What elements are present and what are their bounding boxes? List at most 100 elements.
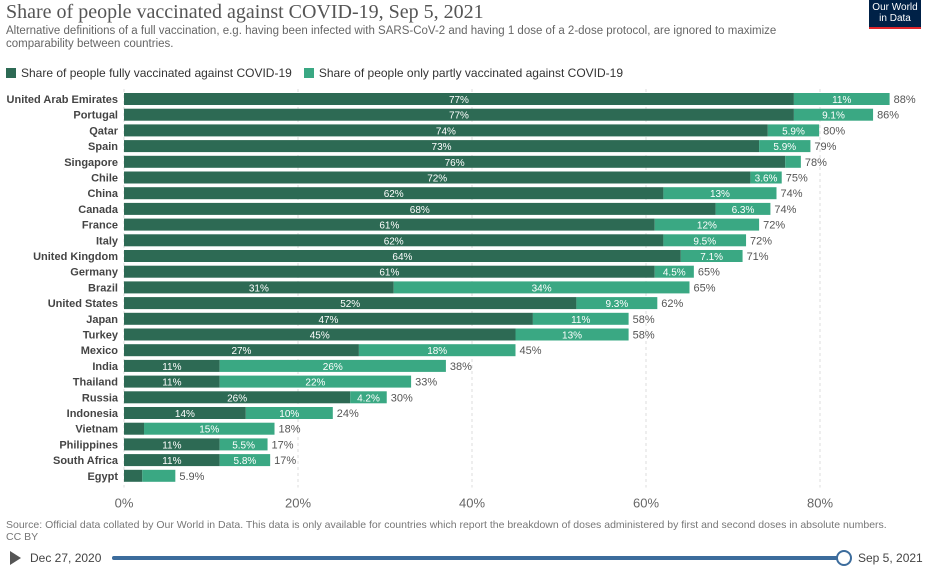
total-label: 17% (274, 455, 296, 467)
bar-partly-vaccinated (654, 265, 694, 278)
data-label-full: 26% (227, 393, 247, 404)
data-label-partial: 22% (305, 378, 325, 389)
data-label-full: 62% (384, 236, 404, 247)
bar-partly-vaccinated (219, 438, 268, 451)
play-icon[interactable] (10, 551, 21, 565)
category-label: Germany (70, 267, 119, 279)
x-tick-label: 60% (633, 496, 659, 511)
data-label-full: 74% (436, 126, 456, 137)
bar-partly-vaccinated (680, 250, 743, 262)
data-label-partial: 11% (571, 315, 590, 326)
bar-partly-vaccinated (393, 281, 690, 294)
total-label: 65% (698, 267, 720, 279)
total-label: 71% (747, 251, 769, 263)
timeline-fill (112, 556, 844, 560)
data-label-full: 27% (231, 346, 251, 357)
bar-fully-vaccinated (124, 171, 751, 184)
legend-label-full: Share of people fully vaccinated against… (21, 66, 292, 80)
bar-fully-vaccinated (124, 344, 359, 357)
bar-partly-vaccinated (245, 407, 333, 419)
chart-subtitle: Alternative definitions of a full vaccin… (6, 25, 777, 50)
total-label: 58% (633, 314, 655, 326)
owid-logo[interactable]: Our World in Data (869, 0, 921, 29)
total-label: 30% (391, 392, 413, 404)
bar-fully-vaccinated (124, 187, 664, 200)
bar-fully-vaccinated (124, 140, 760, 153)
data-label-partial: 4.5% (663, 268, 686, 279)
total-label: 86% (877, 110, 899, 122)
data-label-full: 64% (392, 252, 412, 263)
data-label-partial: 9.3% (605, 299, 628, 310)
data-label-full: 76% (445, 158, 465, 169)
timeline: Dec 27, 2020 Sep 5, 2021 (0, 548, 936, 570)
bar-fully-vaccinated (124, 438, 220, 451)
legend-item-full[interactable]: Share of people fully vaccinated against… (6, 66, 292, 80)
bar-partly-vaccinated (219, 454, 271, 467)
total-label: 18% (279, 424, 301, 436)
total-label: 72% (750, 235, 772, 247)
category-label: Qatar (89, 125, 118, 137)
bar-partly-vaccinated (576, 297, 658, 310)
total-label: 58% (633, 330, 655, 342)
timeline-track[interactable] (112, 556, 844, 560)
data-label-full: 11% (162, 440, 181, 451)
data-label-partial: 34% (532, 283, 552, 294)
total-label: 45% (520, 345, 542, 357)
data-label-full: 14% (175, 409, 195, 420)
total-label: 74% (781, 188, 803, 200)
total-label: 88% (894, 94, 916, 106)
total-label: 74% (774, 204, 796, 216)
total-label: 5.9% (179, 471, 204, 483)
legend-item-partial[interactable]: Share of people only partly vaccinated a… (303, 66, 623, 80)
category-label: United Kingdom (33, 251, 118, 263)
timeline-end-label: Sep 5, 2021 (858, 551, 923, 565)
data-label-full: 61% (379, 268, 399, 279)
bar-partly-vaccinated (515, 328, 629, 341)
data-label-partial: 18% (427, 346, 447, 357)
bar-partly-vaccinated (750, 171, 782, 184)
category-label: United States (48, 298, 118, 310)
data-label-partial: 13% (562, 331, 582, 342)
category-label: United Arab Emirates (7, 94, 118, 106)
license-text: CC BY (6, 531, 39, 543)
data-label-partial: 7.1% (700, 252, 723, 263)
category-label: Canada (78, 204, 119, 216)
bar-fully-vaccinated (124, 297, 577, 310)
data-label-partial: 9.1% (822, 111, 845, 122)
bar-partly-vaccinated (142, 469, 176, 482)
bar-partly-vaccinated (654, 218, 760, 231)
data-label-full: 68% (410, 205, 430, 216)
data-label-full: 45% (310, 331, 330, 342)
bar-fully-vaccinated (124, 234, 664, 247)
bar-partly-vaccinated (785, 155, 801, 168)
data-label-full: 77% (449, 111, 469, 122)
bar-fully-vaccinated (124, 375, 220, 388)
total-label: 65% (694, 282, 716, 294)
bar-fully-vaccinated (124, 108, 794, 121)
data-label-full: 73% (432, 142, 452, 153)
data-label-partial: 4.2% (357, 393, 380, 404)
x-tick-label: 40% (459, 496, 485, 511)
category-label: Egypt (87, 471, 118, 483)
data-label-partial: 10% (279, 409, 299, 420)
category-label: Portugal (73, 110, 118, 122)
data-label-partial: 6.3% (732, 205, 755, 216)
data-label-partial: 5.9% (773, 142, 796, 153)
category-label: Mexico (81, 345, 119, 357)
data-label-partial: 11% (832, 95, 851, 106)
total-label: 17% (272, 439, 294, 451)
logo-line-2: in Data (879, 13, 911, 24)
category-label: Singapore (64, 157, 118, 169)
total-label: 38% (450, 361, 472, 373)
category-label: India (92, 361, 119, 373)
category-label: Thailand (73, 377, 118, 389)
bar-fully-vaccinated (124, 422, 145, 435)
total-label: 75% (786, 173, 808, 185)
timeline-handle[interactable] (836, 550, 852, 566)
bar-partly-vaccinated (663, 187, 777, 200)
bar-fully-vaccinated (124, 281, 394, 294)
data-label-partial: 5.5% (232, 440, 255, 451)
x-tick-label: 0% (115, 496, 134, 511)
data-label-partial: 9.5% (693, 236, 716, 247)
bar-fully-vaccinated (124, 312, 533, 325)
